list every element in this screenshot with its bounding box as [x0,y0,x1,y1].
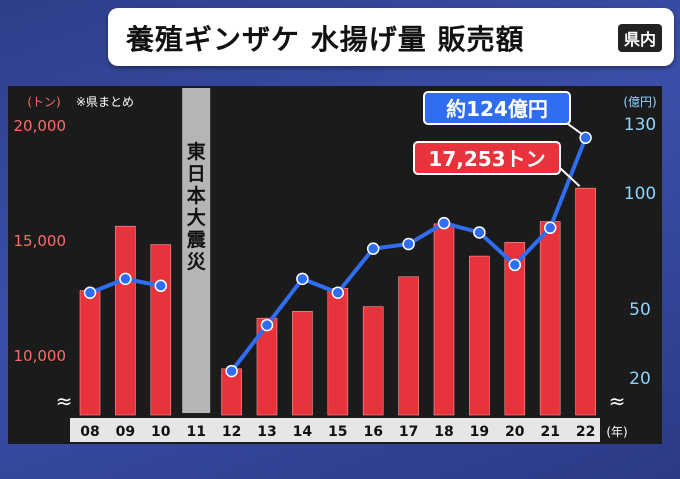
left-tick-label: 10,000 [14,347,67,365]
line-point [225,364,238,378]
x-tick-label: 08 [80,424,99,440]
right-axis-break: ≈ [609,389,626,413]
line-point [296,272,309,286]
volume-callout-text: 17,253トン [428,147,545,171]
line-point [260,318,274,332]
right-tick-label: 130 [624,115,656,135]
x-tick-label: 13 [257,424,276,440]
bar [79,290,101,416]
right-axis-unit: (億円) [623,95,656,109]
line-point [437,216,451,230]
left-tick-label: 20,000 [14,117,67,135]
bar [539,221,561,416]
x-tick-label: 22 [576,424,595,440]
line-point [473,226,486,239]
gap-label-char: 東 [187,140,206,163]
chart-title: 養殖ギンザケ 水揚げ量 販売額 [126,23,525,56]
gap-label-char: 震 [187,229,207,251]
x-tick-label: 17 [399,424,418,440]
x-tick-label: 10 [151,424,171,440]
left-axis-break: ≈ [56,389,73,413]
x-tick-label: 20 [505,424,525,440]
volume-callout-box [413,141,561,175]
region-badge: 県内 [617,24,662,52]
gap-label-char: 日 [187,163,206,185]
right-tick-label: 100 [624,184,656,204]
line-point [579,131,592,145]
line-point [154,279,168,293]
left-tick-label: 15,000 [14,232,67,250]
bar [327,287,349,416]
bar [256,317,278,416]
left-axis-unit: (トン) [27,95,60,109]
volume-callout-pointer [559,167,581,187]
bar [362,306,384,416]
line-point [331,286,345,300]
x-axis-unit: (年) [606,425,627,439]
bar [433,223,455,416]
x-tick-label: 15 [328,424,347,440]
x-tick-label: 14 [293,424,313,440]
line-point [83,286,97,300]
line-point [543,221,557,235]
line-point [508,258,522,272]
right-tick-label: 50 [629,300,651,320]
bar [398,276,419,416]
sales-callout-pointer [567,123,583,135]
title-box: 養殖ギンザケ 水揚げ量 販売額 県内 [108,8,674,66]
line-point [119,272,132,286]
sales-callout-text: 約124億円 [446,97,548,121]
x-tick-label: 11 [186,424,205,440]
bar [504,242,526,416]
gap-label-char: 大 [187,206,206,229]
bar [575,187,596,416]
x-tick-label: 19 [470,424,489,440]
right-tick-label: 20 [629,369,651,389]
x-tick-label: 12 [222,424,241,440]
gap-label-char: 本 [187,184,206,207]
source-note: ※県まとめ [76,95,134,109]
bar [292,310,313,416]
sales-callout-box [423,91,571,125]
line-point [402,237,415,251]
bar [469,255,490,416]
x-tick-label: 16 [363,424,382,440]
bar [115,225,136,416]
x-tick-label: 09 [116,424,135,440]
x-tick-label: 21 [540,424,559,440]
gap-label-char: 災 [187,251,207,273]
gap-band [182,88,211,413]
x-tick-label: 18 [434,424,453,440]
bar [150,244,172,416]
x-axis-strip [70,418,600,442]
line-point [366,242,380,255]
